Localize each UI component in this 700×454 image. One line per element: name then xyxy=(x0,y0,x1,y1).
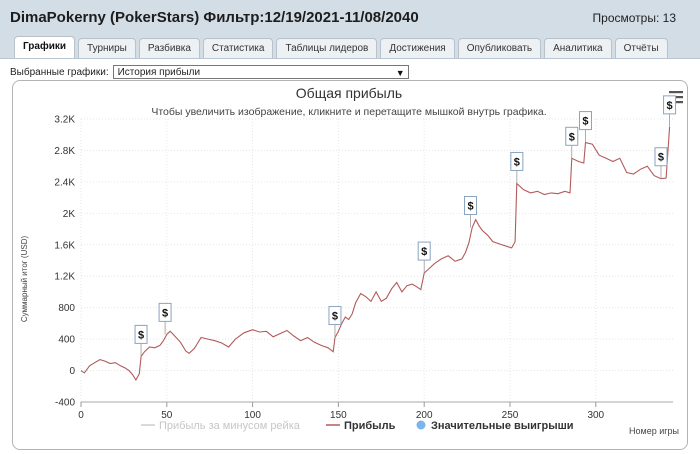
x-tick-label: 150 xyxy=(330,410,347,421)
y-tick-label: 2.4K xyxy=(54,177,75,188)
x-tick-label: 0 xyxy=(78,410,84,421)
y-tick-label: 2.8K xyxy=(54,146,75,157)
chart-title: Общая прибыль xyxy=(296,85,402,101)
legend-item-rake[interactable]: Прибыль за минусом рейка xyxy=(141,420,301,432)
chart-selector-dropdown[interactable]: История прибыли ▼ xyxy=(112,65,409,79)
tab-statistics[interactable]: Статистика xyxy=(202,38,274,58)
chevron-down-icon: ▼ xyxy=(395,68,405,78)
y-tick-label: -400 xyxy=(55,398,75,409)
y-tick-label: 1.6K xyxy=(54,240,75,251)
legend-label-big-wins: Значительные выигрыши xyxy=(431,420,574,432)
chart-selector-row: Выбранные графики: История прибыли ▼ xyxy=(10,64,409,80)
legend-item-big-wins[interactable]: Значительные выигрыши xyxy=(416,420,574,432)
chart-selector-label: Выбранные графики: xyxy=(10,66,109,78)
tab-analytics[interactable]: Аналитика xyxy=(544,38,612,58)
tab-achievements[interactable]: Достижения xyxy=(380,38,455,58)
dollar-marker-icon: $ xyxy=(569,131,575,143)
dollar-marker-icon: $ xyxy=(658,152,664,164)
big-win-marker[interactable]: $ xyxy=(565,126,579,159)
dollar-marker-icon: $ xyxy=(162,307,168,319)
big-win-marker[interactable]: $ xyxy=(134,324,148,357)
legend-label-rake: Прибыль за минусом рейка xyxy=(159,420,301,432)
tab-tournaments[interactable]: Турниры xyxy=(78,38,136,58)
dollar-marker-icon: $ xyxy=(667,100,673,112)
y-tick-label: 400 xyxy=(58,335,75,346)
chart-container[interactable]: Общая прибыль Чтобы увеличить изображени… xyxy=(12,80,688,450)
y-tick-label: 3.2K xyxy=(54,115,75,126)
y-tick-label: 0 xyxy=(69,366,75,377)
y-tick-label: 800 xyxy=(58,303,75,314)
big-win-marker[interactable]: $ xyxy=(663,95,677,127)
y-tick-label: 2K xyxy=(63,209,76,220)
y-axis-label: Суммарный итог (USD) xyxy=(20,236,29,323)
profit-chart[interactable]: Общая прибыль Чтобы увеличить изображени… xyxy=(13,81,687,449)
big-win-marker[interactable]: $ xyxy=(328,306,342,338)
tab-leaderboards[interactable]: Таблицы лидеров xyxy=(276,38,378,58)
legend-label-profit: Прибыль xyxy=(344,420,396,432)
tab-publish[interactable]: Опубликовать xyxy=(457,38,542,58)
x-tick-label: 100 xyxy=(244,410,261,421)
y-tick-label: 1.2K xyxy=(54,272,75,283)
x-axis-label: Номер игры xyxy=(629,426,679,436)
header-bar: DimaPokerny (PokerStars) Фильтр:12/19/20… xyxy=(0,0,700,59)
big-win-marker[interactable]: $ xyxy=(654,147,668,179)
legend-item-profit[interactable]: Прибыль xyxy=(326,420,396,432)
dollar-marker-icon: $ xyxy=(332,311,338,323)
x-tick-label: 200 xyxy=(416,410,433,421)
x-tick-label: 300 xyxy=(587,410,604,421)
chart-subtitle: Чтобы увеличить изображение, кликните и … xyxy=(151,106,546,118)
tab-breakdown[interactable]: Разбивка xyxy=(138,38,200,58)
chart-selector-value: История прибыли xyxy=(117,67,201,78)
big-win-marker[interactable]: $ xyxy=(510,151,524,184)
dollar-marker-icon: $ xyxy=(514,156,520,168)
big-win-marker[interactable]: $ xyxy=(417,241,431,274)
x-tick-label: 50 xyxy=(161,410,173,421)
dollar-marker-icon: $ xyxy=(138,329,144,341)
profit-series-line[interactable] xyxy=(80,126,671,382)
views-counter: Просмотры: 13 xyxy=(592,11,676,25)
big-win-marker[interactable]: $ xyxy=(158,302,172,335)
x-tick-label: 250 xyxy=(502,410,519,421)
tab-bar: Графики Турниры Разбивка Статистика Табл… xyxy=(14,36,668,58)
dollar-marker-icon: $ xyxy=(467,200,473,212)
tab-reports[interactable]: Отчёты xyxy=(614,38,668,58)
dollar-marker-icon: $ xyxy=(582,116,588,128)
dollar-marker-icon: $ xyxy=(421,246,427,258)
tab-charts[interactable]: Графики xyxy=(14,36,76,58)
big-win-marker[interactable]: $ xyxy=(464,195,478,228)
page-title: DimaPokerny (PokerStars) Фильтр:12/19/20… xyxy=(10,9,419,26)
big-win-marker[interactable]: $ xyxy=(578,111,592,143)
